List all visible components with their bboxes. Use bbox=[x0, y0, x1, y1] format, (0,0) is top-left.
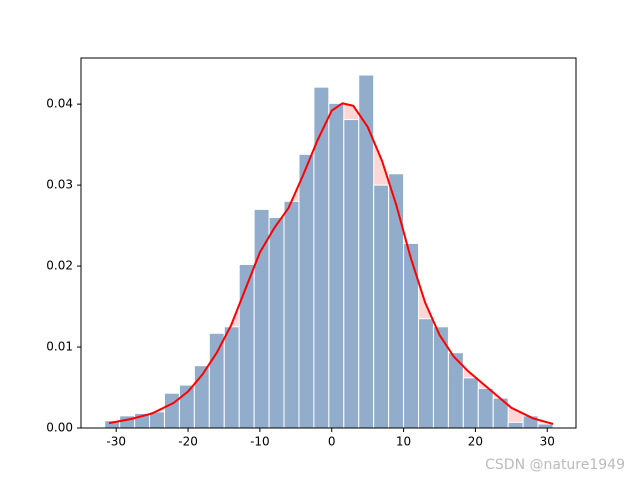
bar bbox=[373, 184, 390, 429]
x-tick-label: -10 bbox=[250, 435, 270, 449]
bar bbox=[328, 102, 345, 429]
bar bbox=[343, 119, 360, 429]
x-tick-label: 10 bbox=[396, 435, 411, 449]
bar bbox=[163, 392, 180, 429]
y-tick-label: 0.01 bbox=[46, 340, 73, 354]
bar bbox=[238, 263, 255, 429]
bar bbox=[358, 74, 375, 429]
bar bbox=[432, 326, 449, 429]
bar bbox=[388, 173, 405, 429]
watermark: CSDN @nature1949 bbox=[485, 457, 625, 473]
bar bbox=[418, 318, 434, 429]
x-tick-label: -20 bbox=[178, 435, 198, 449]
x-tick-label: 30 bbox=[540, 435, 555, 449]
x-tick-label: 20 bbox=[468, 435, 483, 449]
x-tick-label: 0 bbox=[328, 435, 336, 449]
bar bbox=[283, 200, 300, 429]
x-tick-label: -30 bbox=[106, 435, 126, 449]
y-tick-label: 0.04 bbox=[46, 97, 73, 111]
bar bbox=[537, 423, 554, 429]
y-tick-label: 0.00 bbox=[46, 421, 73, 435]
bar bbox=[477, 387, 494, 429]
axes-frame bbox=[80, 57, 577, 429]
bar bbox=[223, 326, 240, 429]
bar bbox=[462, 377, 479, 429]
bar bbox=[298, 153, 315, 429]
bar bbox=[403, 242, 420, 429]
bar bbox=[268, 216, 285, 429]
y-tick-label: 0.02 bbox=[46, 259, 73, 273]
y-tick-label: 0.03 bbox=[46, 178, 73, 192]
bar bbox=[507, 421, 524, 429]
kde-line bbox=[108, 102, 554, 425]
bar bbox=[313, 86, 330, 429]
bar bbox=[208, 332, 225, 429]
